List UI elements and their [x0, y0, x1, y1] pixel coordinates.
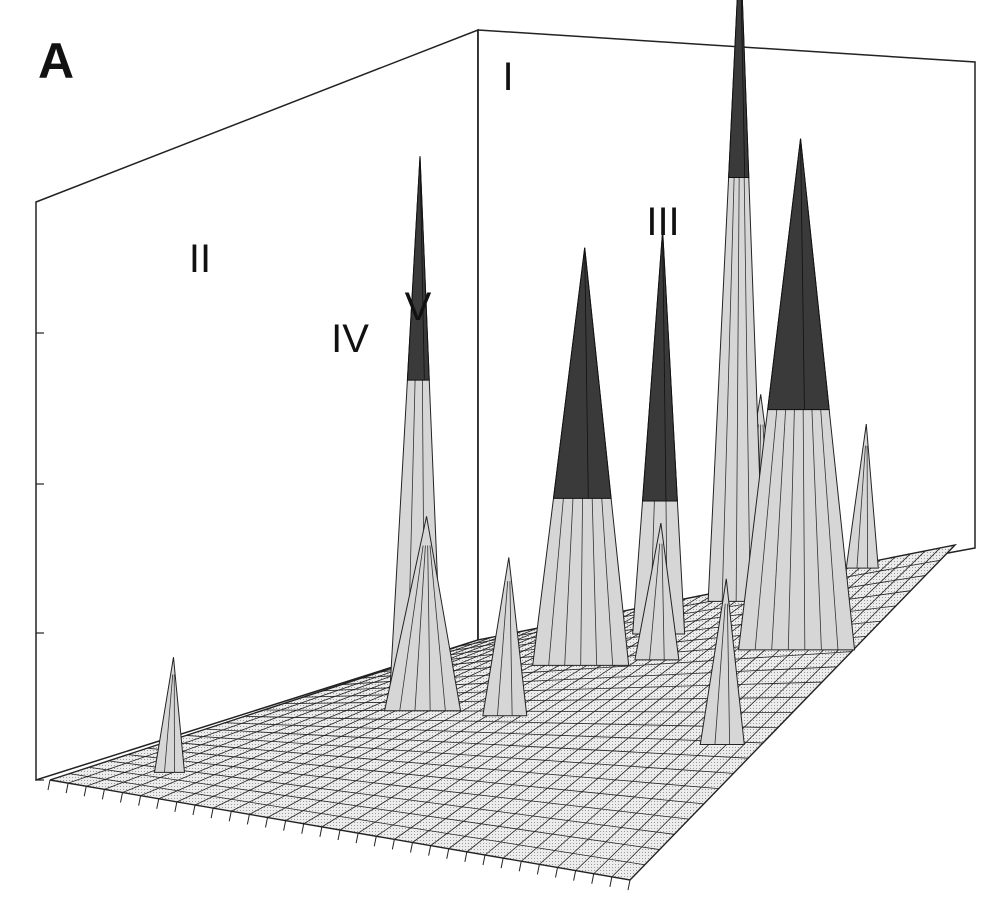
- peak-label-iv: IV: [331, 317, 369, 361]
- front-tick: [483, 855, 485, 865]
- front-tick: [48, 780, 50, 790]
- front-tick: [247, 814, 249, 824]
- front-tick: [229, 811, 231, 821]
- front-tick: [537, 864, 539, 874]
- peak-label-v: V: [405, 285, 432, 329]
- minor-peak-7-facet: [867, 446, 868, 568]
- front-tick: [374, 836, 376, 846]
- front-tick: [519, 861, 521, 871]
- front-tick: [556, 868, 558, 878]
- front-tick: [628, 880, 630, 890]
- front-tick: [139, 796, 141, 806]
- peak-label-ii: II: [189, 237, 211, 281]
- panel-label: A: [38, 33, 74, 89]
- front-tick: [157, 799, 159, 809]
- front-tick: [392, 839, 394, 849]
- front-tick: [592, 874, 594, 884]
- front-tick: [66, 783, 68, 793]
- front-tick: [338, 830, 340, 840]
- front-tick: [84, 786, 86, 796]
- front-tick: [356, 833, 358, 843]
- front-tick: [102, 789, 104, 799]
- front-tick: [193, 805, 195, 815]
- front-tick: [429, 846, 431, 856]
- front-tick: [501, 858, 503, 868]
- peak-label-i: I: [502, 55, 513, 99]
- front-tick: [175, 802, 177, 812]
- front-tick: [121, 793, 123, 803]
- front-tick: [465, 852, 467, 862]
- peak-label-iii: III: [646, 200, 679, 244]
- front-tick: [266, 818, 268, 828]
- front-tick: [447, 849, 449, 859]
- front-tick: [320, 827, 322, 837]
- front-tick: [302, 824, 304, 834]
- front-tick: [211, 808, 213, 818]
- front-tick: [610, 877, 612, 887]
- front-tick: [574, 871, 576, 881]
- front-tick: [411, 843, 413, 853]
- front-tick: [284, 821, 286, 831]
